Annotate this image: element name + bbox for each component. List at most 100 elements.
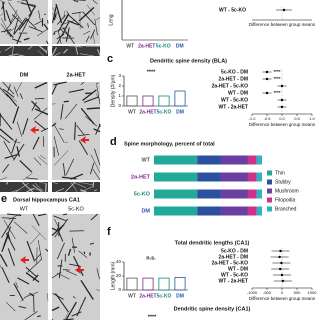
dendrite [61, 29, 72, 37]
dendrite [54, 52, 61, 57]
comparison-label: 2a-HET - 5c-KO [212, 83, 249, 89]
bar [158, 277, 170, 291]
segment [256, 206, 262, 216]
dendrite [67, 248, 72, 256]
dendrite [73, 45, 82, 48]
dendrite [12, 106, 20, 124]
comparison-label: WT - 5c-KO [219, 7, 246, 13]
x-tick-label: WT [128, 109, 136, 115]
dendrite [83, 251, 86, 255]
dendrite [96, 289, 101, 292]
diff-point [265, 91, 269, 95]
y-axis-label: Leng [108, 14, 114, 25]
dendrite [87, 23, 89, 28]
x-tick-label: 0.5 [294, 116, 300, 121]
x-axis-label: Difference between group means [249, 122, 316, 127]
dendrite [39, 45, 48, 53]
image-label: 2a-HET [67, 72, 87, 78]
dendrite [18, 54, 25, 57]
arrow [20, 256, 29, 264]
significance: **** [274, 69, 281, 74]
dendrite [55, 293, 70, 313]
micrograph [0, 0, 48, 44]
row-label: DM [141, 208, 150, 214]
comparison-label: 5c-KO - DM [221, 69, 248, 75]
image-label: 5c-KO [68, 206, 84, 212]
x-tick-label: 5c-KO [156, 43, 171, 49]
dendrite [22, 172, 33, 181]
segment [247, 172, 257, 182]
x-tick-label: DM [176, 293, 184, 299]
bar [142, 95, 154, 107]
dendrite [25, 0, 32, 12]
image-label: DM [20, 72, 29, 78]
dendrite [18, 20, 27, 31]
dendrite [46, 45, 49, 55]
dendrite [83, 96, 99, 103]
comparison-label: WT - 2a-HET [219, 104, 248, 110]
dendrite [51, 83, 58, 95]
dendrite [17, 277, 30, 285]
dendrite [72, 296, 76, 299]
dendrite [40, 127, 49, 132]
dendrite [16, 121, 23, 137]
dendrite [32, 184, 43, 193]
dendrite [63, 100, 69, 103]
panel-letter: e [1, 193, 7, 205]
segment [256, 189, 262, 199]
dendrite [0, 23, 12, 38]
dendrite [34, 81, 48, 89]
panel-letter: c [107, 53, 113, 65]
dendrite [33, 157, 42, 166]
dendrite [7, 248, 15, 266]
dendrite [6, 30, 14, 38]
x-tick-label: DM [176, 43, 184, 49]
legend-swatch [267, 197, 272, 203]
dendrite [96, 85, 101, 105]
legend-label: Mushroom [275, 188, 299, 194]
y-tick-label: 1 [118, 93, 121, 98]
segment [197, 189, 221, 199]
dendrite [82, 89, 97, 101]
bar [158, 95, 170, 107]
bar [126, 277, 138, 291]
dendrite [0, 50, 2, 54]
dendrite [8, 2, 22, 22]
dendrite [4, 45, 13, 51]
significance: **** [147, 69, 156, 75]
dendrite [11, 45, 14, 56]
dendrite [65, 301, 77, 320]
dendrite [25, 272, 40, 283]
dendrite [16, 146, 20, 157]
dendrite [11, 38, 22, 43]
dendrite [19, 93, 23, 100]
x-axis-label: Difference between group means [249, 22, 316, 27]
dendrite [55, 188, 65, 193]
dendrite [37, 50, 44, 57]
diff-point [265, 77, 269, 81]
x-tick-label: 1.0 [309, 116, 315, 121]
dendrite [0, 0, 5, 4]
dendrite [51, 6, 57, 24]
dendrite [80, 189, 87, 193]
dendrite [33, 107, 48, 120]
dendrite [16, 81, 23, 93]
dendrite [56, 34, 65, 40]
segment [220, 172, 248, 182]
dendrite [23, 37, 30, 41]
dendrite [58, 259, 63, 279]
diff-point [280, 105, 284, 109]
dendrite [96, 268, 100, 280]
arrow [75, 266, 84, 274]
legend-swatch [267, 170, 272, 176]
dendrite [34, 182, 44, 193]
dendrite [31, 100, 41, 110]
dendrite [96, 17, 101, 20]
x-axis-label: Difference between group means [249, 296, 316, 301]
dendrite [76, 124, 85, 136]
x-tick-label: 2a-HET [139, 109, 156, 115]
dendrite [69, 263, 81, 267]
dendrite [63, 48, 68, 54]
segment [247, 206, 257, 216]
